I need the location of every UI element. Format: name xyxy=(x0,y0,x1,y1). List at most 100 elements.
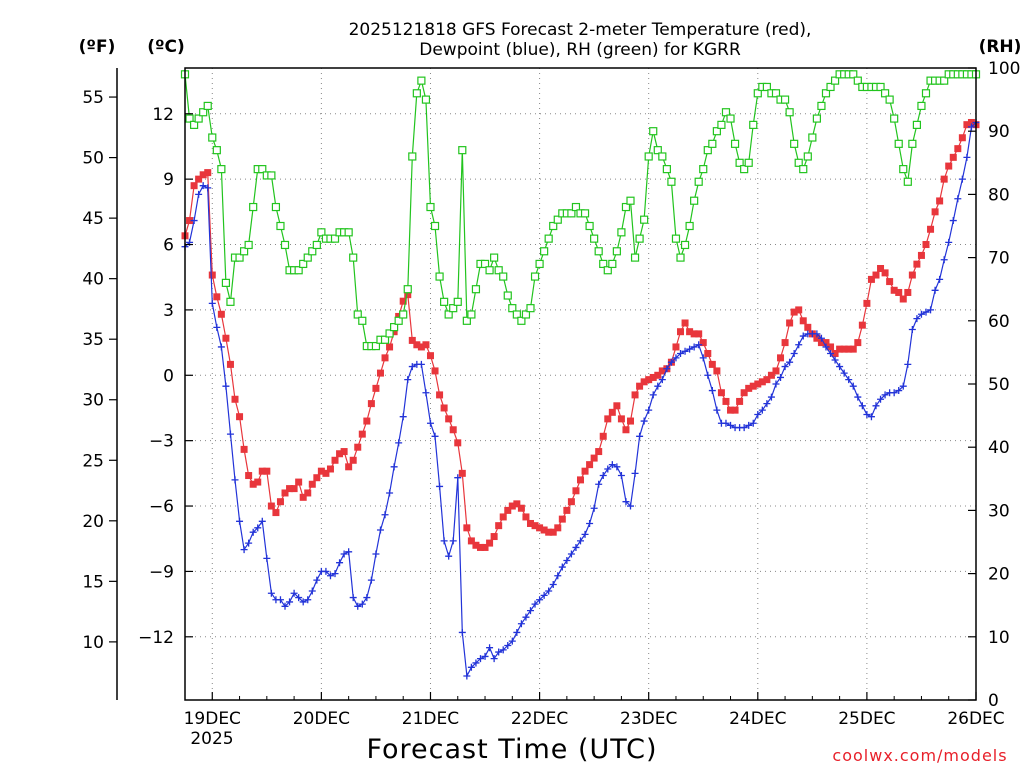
dewpoint-point xyxy=(849,382,857,390)
rh-point xyxy=(553,215,562,224)
rh-point xyxy=(294,266,303,275)
dewpoint-point xyxy=(408,363,416,371)
rh-tick-label: 60 xyxy=(988,312,1010,332)
dewpoint-point xyxy=(640,417,648,425)
rh-point xyxy=(499,272,508,281)
temperature-point xyxy=(463,524,471,532)
temperature-point xyxy=(795,306,803,314)
temperature-point xyxy=(472,541,480,549)
dewpoint-point xyxy=(967,123,975,131)
temperature-point xyxy=(704,349,712,357)
dewpoint-point xyxy=(949,217,957,225)
temperature-point xyxy=(499,513,507,521)
temperature-point xyxy=(613,402,621,410)
temperature-point xyxy=(949,153,957,161)
temperature-point xyxy=(767,371,775,379)
dewpoint-point xyxy=(331,570,339,578)
dewpoint-point xyxy=(654,382,662,390)
temperature-point xyxy=(299,493,307,501)
series-layer xyxy=(180,70,981,680)
dewpoint-point xyxy=(945,238,953,246)
dewpoint-point xyxy=(490,655,498,663)
rh-point xyxy=(540,247,549,256)
dewpoint-point xyxy=(813,330,821,338)
rh-point xyxy=(435,272,444,281)
temperature-point xyxy=(395,312,403,320)
fahrenheit-tick-label: 25 xyxy=(82,451,104,471)
temperature-point xyxy=(604,415,612,423)
temperature-point xyxy=(386,343,394,351)
rh-point xyxy=(599,259,608,269)
rh-point xyxy=(421,95,431,104)
temperature-point xyxy=(763,376,771,384)
dewpoint-point xyxy=(745,421,753,429)
temperature-point xyxy=(545,528,553,536)
temperature-point xyxy=(517,504,525,512)
dewpoint-point xyxy=(713,406,721,414)
dewpoint-point xyxy=(399,413,407,421)
temperature-point xyxy=(895,288,903,296)
temperature-point xyxy=(731,406,739,414)
rh-point xyxy=(630,253,640,262)
series-0 xyxy=(181,118,980,551)
rh-tick-label: 80 xyxy=(988,185,1010,205)
temperature-point xyxy=(272,509,280,517)
rh-point xyxy=(612,247,621,256)
rh-point xyxy=(221,278,231,287)
temperature-point xyxy=(458,469,466,477)
rh-point xyxy=(717,120,726,129)
rh-point xyxy=(226,297,235,306)
fahrenheit-tick-label: 40 xyxy=(82,270,104,290)
celsius-tick-label: −6 xyxy=(149,497,174,517)
rh-point xyxy=(703,146,712,155)
celsius-tick-label: 0 xyxy=(163,366,174,386)
rh-point xyxy=(385,329,394,338)
dewpoint-point xyxy=(936,275,944,283)
temperature-point xyxy=(917,251,925,259)
dewpoint-point xyxy=(927,306,935,314)
rh-point xyxy=(249,202,258,212)
dewpoint-point xyxy=(558,563,566,571)
rh-point xyxy=(235,253,244,262)
dewpoint-point xyxy=(536,596,544,604)
temperature-point xyxy=(622,426,630,434)
temperature-point xyxy=(236,413,244,421)
temperature-point xyxy=(867,275,875,283)
dewpoint-point xyxy=(581,530,589,538)
temperature-point xyxy=(481,543,489,551)
temperature-point xyxy=(249,480,257,488)
dewpoint-point xyxy=(336,559,344,567)
dewpoint-point xyxy=(276,596,284,604)
dewpoint-point xyxy=(204,184,212,192)
rh-point xyxy=(721,108,731,117)
dewpoint-point xyxy=(636,432,644,440)
rh-point xyxy=(444,310,453,319)
fahrenheit-tick-label: 15 xyxy=(82,572,104,592)
rh-point xyxy=(621,202,631,212)
rh-point xyxy=(408,152,417,161)
dewpoint-point xyxy=(217,343,225,351)
rh-point xyxy=(594,247,603,256)
temperature-point xyxy=(536,524,544,532)
temperature-point xyxy=(522,513,530,521)
dewpoint-point xyxy=(608,461,616,469)
x-tick-label: 23DEC xyxy=(620,709,677,729)
rh-point xyxy=(399,310,408,319)
temperature-point xyxy=(495,522,503,530)
dewpoint-point xyxy=(854,393,862,401)
rh-point xyxy=(749,120,758,129)
rh-point xyxy=(690,196,699,205)
temperature-point xyxy=(204,169,212,177)
temperature-point xyxy=(476,543,484,551)
temperature-point xyxy=(213,293,221,301)
temperature-point xyxy=(945,162,953,170)
dewpoint-point xyxy=(940,256,948,264)
temperature-point xyxy=(586,461,594,469)
rh-point xyxy=(449,304,458,313)
rh-point xyxy=(912,120,922,129)
x-tick-label: 22DEC xyxy=(511,709,568,729)
dewpoint-point xyxy=(281,602,289,610)
rh-point xyxy=(821,89,831,98)
celsius-tick-label: 3 xyxy=(163,301,174,321)
fahrenheit-tick-label: 50 xyxy=(82,149,104,169)
